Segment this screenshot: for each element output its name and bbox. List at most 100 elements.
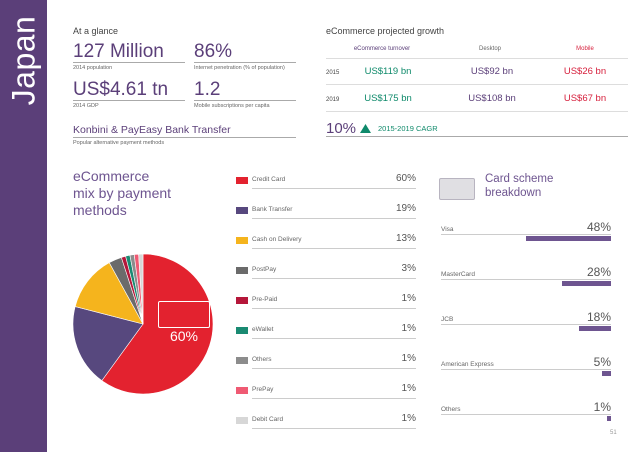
divider <box>194 100 296 101</box>
growth-year: 2019 <box>326 97 340 103</box>
growth-header-turnover: eCommerce turnover <box>353 46 411 52</box>
divider <box>73 100 185 101</box>
card-scheme-bar <box>602 371 611 376</box>
divider <box>441 234 611 235</box>
divider <box>326 136 628 137</box>
divider <box>252 428 416 429</box>
growth-title: eCommerce projected growth <box>326 26 445 36</box>
card-scheme-value: 48% <box>586 220 611 234</box>
legend-value: 60% <box>395 173 416 184</box>
legend-label: eWallet <box>252 326 274 333</box>
payment-methods-value: Konbini & PayEasy Bank Transfer <box>73 124 231 136</box>
country-sidebar: Japan <box>0 0 47 452</box>
card-scheme-label: Visa <box>441 226 454 233</box>
legend-swatch <box>236 177 248 184</box>
divider <box>326 111 628 112</box>
legend-label: Cash on Delivery <box>252 236 302 243</box>
pie-highlight-label: 60% <box>169 328 199 344</box>
growth-year: 2015 <box>326 70 340 76</box>
legend-row: Credit Card 60% <box>236 173 416 189</box>
legend-label: Bank Transfer <box>252 206 293 213</box>
growth-header-desktop: Desktop <box>478 46 501 52</box>
legend-label: Pre-Paid <box>252 296 278 303</box>
legend-value: 1% <box>401 323 416 334</box>
cagr-value: 10% <box>326 120 357 137</box>
divider <box>441 279 611 280</box>
credit-card-icon <box>158 301 210 328</box>
card-scheme-title: Card scheme breakdown <box>485 173 554 199</box>
card-scheme-row: JCB 18% <box>441 310 611 332</box>
growth-turnover-2019: US$175 bn <box>364 93 412 104</box>
growth-mobile-2015: US$26 bn <box>563 66 607 77</box>
growth-desktop-2019: US$108 bn <box>468 93 516 104</box>
legend-swatch <box>236 267 248 274</box>
pie-slice-cash-on-delivery <box>74 262 144 325</box>
card-scheme-bar <box>526 236 611 241</box>
growth-desktop-2015: US$92 bn <box>470 66 514 77</box>
pie-slice-debit-card <box>138 253 144 325</box>
legend-row: PostPay 3% <box>236 263 416 279</box>
payment-methods-label: Popular alternative payment methods <box>73 140 165 146</box>
mobile-subscriptions-value: 1.2 <box>194 79 221 100</box>
legend-swatch <box>236 417 248 424</box>
legend-row: Debit Card 1% <box>236 413 416 429</box>
growth-mobile-2019: US$67 bn <box>563 93 607 104</box>
divider <box>252 308 416 309</box>
legend-swatch <box>236 327 248 334</box>
divider <box>73 137 296 138</box>
card-scheme-row: Others 1% <box>441 400 611 422</box>
legend-swatch <box>236 387 248 394</box>
legend-row: Cash on Delivery 13% <box>236 233 416 249</box>
legend-label: PrePay <box>252 386 274 393</box>
legend-swatch <box>236 207 248 214</box>
divider <box>252 248 416 249</box>
card-scheme-bar <box>561 281 611 286</box>
pie-slice-bank-transfer <box>72 306 144 382</box>
legend-label: Others <box>252 356 272 363</box>
gdp-label: 2014 GDP <box>73 103 99 109</box>
divider <box>252 278 416 279</box>
divider <box>441 414 611 415</box>
card-scheme-row: Visa 48% <box>441 220 611 242</box>
pie-slice-credit-card <box>101 253 214 395</box>
divider <box>441 369 611 370</box>
card-scheme-value: 5% <box>593 355 611 369</box>
divider <box>73 62 185 63</box>
card-scheme-label: JCB <box>441 316 454 323</box>
card-scheme-row: American Express 5% <box>441 355 611 377</box>
card-scheme-value: 1% <box>593 400 611 414</box>
card-scheme-bar <box>607 416 611 421</box>
growth-header-mobile: Mobile <box>576 46 594 52</box>
legend-label: PostPay <box>252 266 277 273</box>
payment-mix-pie-chart <box>72 253 214 395</box>
mix-title: eCommerce mix by payment methods <box>73 168 172 218</box>
legend-value: 1% <box>401 353 416 364</box>
divider <box>326 58 628 59</box>
legend-value: 1% <box>401 293 416 304</box>
legend-value: 1% <box>401 413 416 424</box>
divider <box>441 324 611 325</box>
up-arrow-icon <box>360 124 371 133</box>
divider <box>252 218 416 219</box>
mobile-subscriptions-label: Mobile subscriptions per capita <box>194 103 270 109</box>
card-scheme-row: MasterCard 28% <box>441 265 611 287</box>
card-scheme-label: American Express <box>441 361 494 368</box>
legend-row: Others 1% <box>236 353 416 369</box>
divider <box>326 84 628 85</box>
page-number: 51 <box>610 430 617 436</box>
legend-value: 19% <box>395 203 416 214</box>
legend-row: eWallet 1% <box>236 323 416 339</box>
divider <box>252 368 416 369</box>
glance-title: At a glance <box>73 26 119 36</box>
divider <box>252 398 416 399</box>
card-scheme-bar <box>579 326 611 331</box>
divider <box>194 62 296 63</box>
divider <box>252 338 416 339</box>
legend-label: Credit Card <box>252 176 286 183</box>
legend-row: Bank Transfer 19% <box>236 203 416 219</box>
legend-swatch <box>236 237 248 244</box>
legend-swatch <box>236 297 248 304</box>
country-title: Japan <box>5 15 41 105</box>
legend-swatch <box>236 357 248 364</box>
divider <box>252 188 416 189</box>
